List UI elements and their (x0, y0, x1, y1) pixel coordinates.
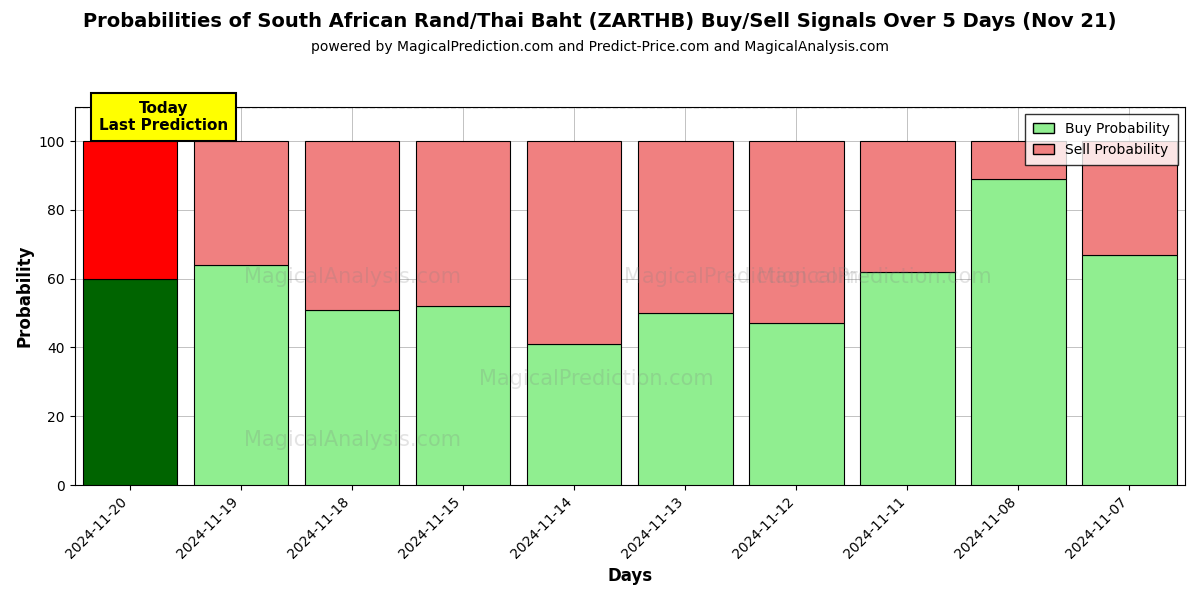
Bar (749, 323, 844, 485)
Bar (1082, 254, 1177, 485)
Legend: Buy Probability, Sell Probability: Buy Probability, Sell Probability (1025, 113, 1178, 165)
Text: MagicalAnalysis.com: MagicalAnalysis.com (244, 430, 461, 449)
Bar (638, 313, 732, 485)
Bar (860, 141, 955, 272)
Bar (971, 141, 1066, 179)
Y-axis label: Probability: Probability (16, 245, 34, 347)
Bar (971, 179, 1066, 485)
Bar (305, 141, 400, 310)
Text: Probabilities of South African Rand/Thai Baht (ZARTHB) Buy/Sell Signals Over 5 D: Probabilities of South African Rand/Thai… (83, 12, 1117, 31)
Text: Today
Last Prediction: Today Last Prediction (98, 101, 228, 133)
Bar (83, 141, 178, 278)
Bar (1082, 141, 1177, 254)
Bar (416, 306, 510, 485)
Bar (305, 310, 400, 485)
Bar (749, 141, 844, 323)
Text: MagicalAnalysis.com: MagicalAnalysis.com (244, 267, 461, 287)
Text: MagicalPrediction.com: MagicalPrediction.com (479, 369, 714, 389)
Text: MagicalPrediction.com: MagicalPrediction.com (757, 267, 991, 287)
Bar (416, 141, 510, 306)
Bar (860, 272, 955, 485)
Bar (527, 344, 622, 485)
X-axis label: Days: Days (607, 567, 653, 585)
Text: powered by MagicalPrediction.com and Predict-Price.com and MagicalAnalysis.com: powered by MagicalPrediction.com and Pre… (311, 40, 889, 54)
Bar (638, 141, 732, 313)
Bar (194, 141, 288, 265)
Bar (83, 278, 178, 485)
Text: MagicalPrediction.com: MagicalPrediction.com (624, 267, 858, 287)
Bar (527, 141, 622, 344)
Bar (194, 265, 288, 485)
